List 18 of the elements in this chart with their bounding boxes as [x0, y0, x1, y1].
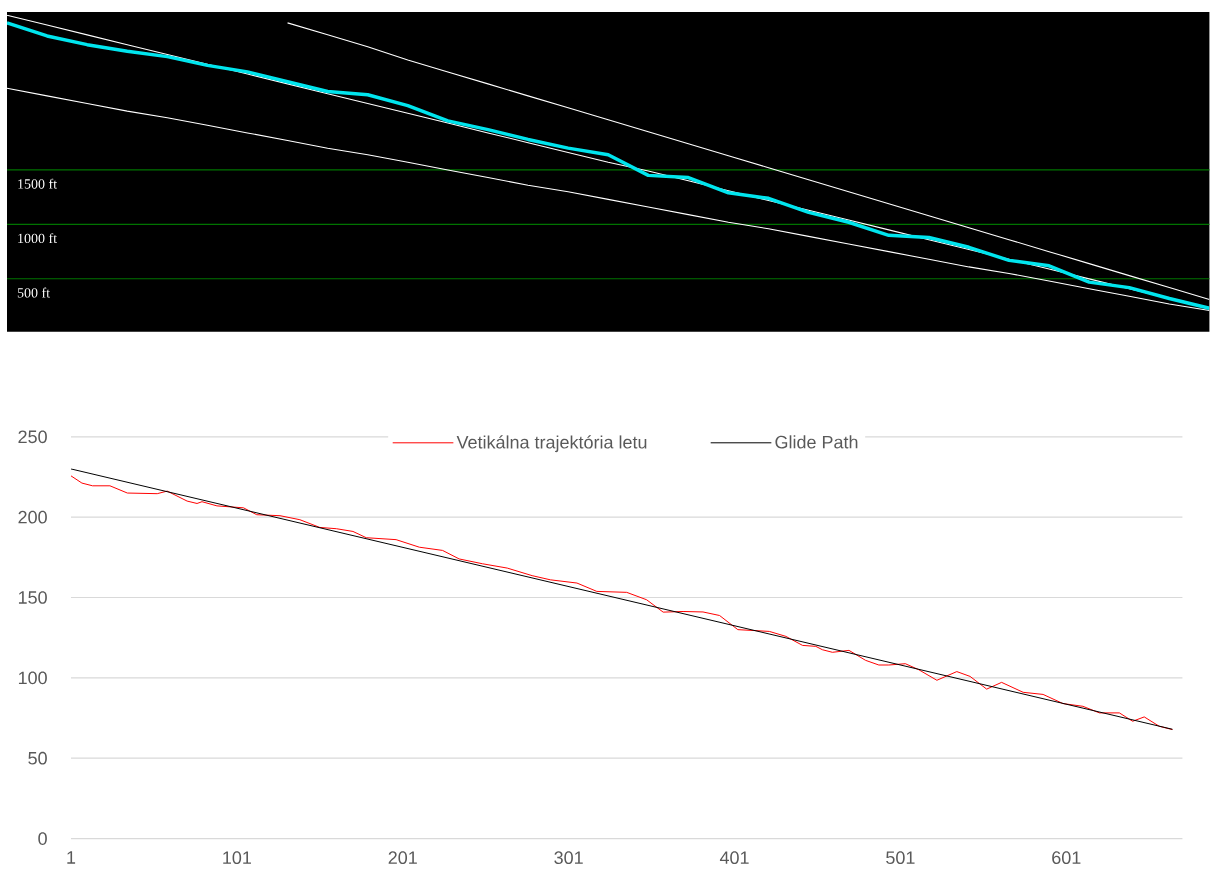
x-tick-label: 1	[67, 851, 76, 864]
x-tick-label: 401	[719, 851, 749, 865]
y-tick-label: 50	[28, 752, 47, 765]
legend-label: Glide Path	[775, 435, 858, 449]
x-tick-label: 201	[388, 851, 417, 865]
x-tick-label: 301	[554, 851, 583, 865]
y-tick-label: 500 ft	[17, 287, 50, 298]
y-tick-label: 100	[18, 671, 47, 685]
x-tick-label: 501	[886, 851, 915, 865]
y-tick-label: 250	[18, 430, 47, 444]
legend-label: Vetikálna trajektória letu	[456, 435, 647, 453]
y-tick-label: 150	[18, 591, 47, 605]
y-tick-label: 1500 ft	[18, 178, 57, 189]
x-tick-label: 601	[1052, 851, 1081, 865]
x-tick-label: 101	[223, 851, 251, 865]
y-tick-label: 1000 ft	[18, 233, 57, 244]
y-tick-label: 0	[38, 832, 47, 846]
y-tick-label: 200	[18, 510, 47, 524]
